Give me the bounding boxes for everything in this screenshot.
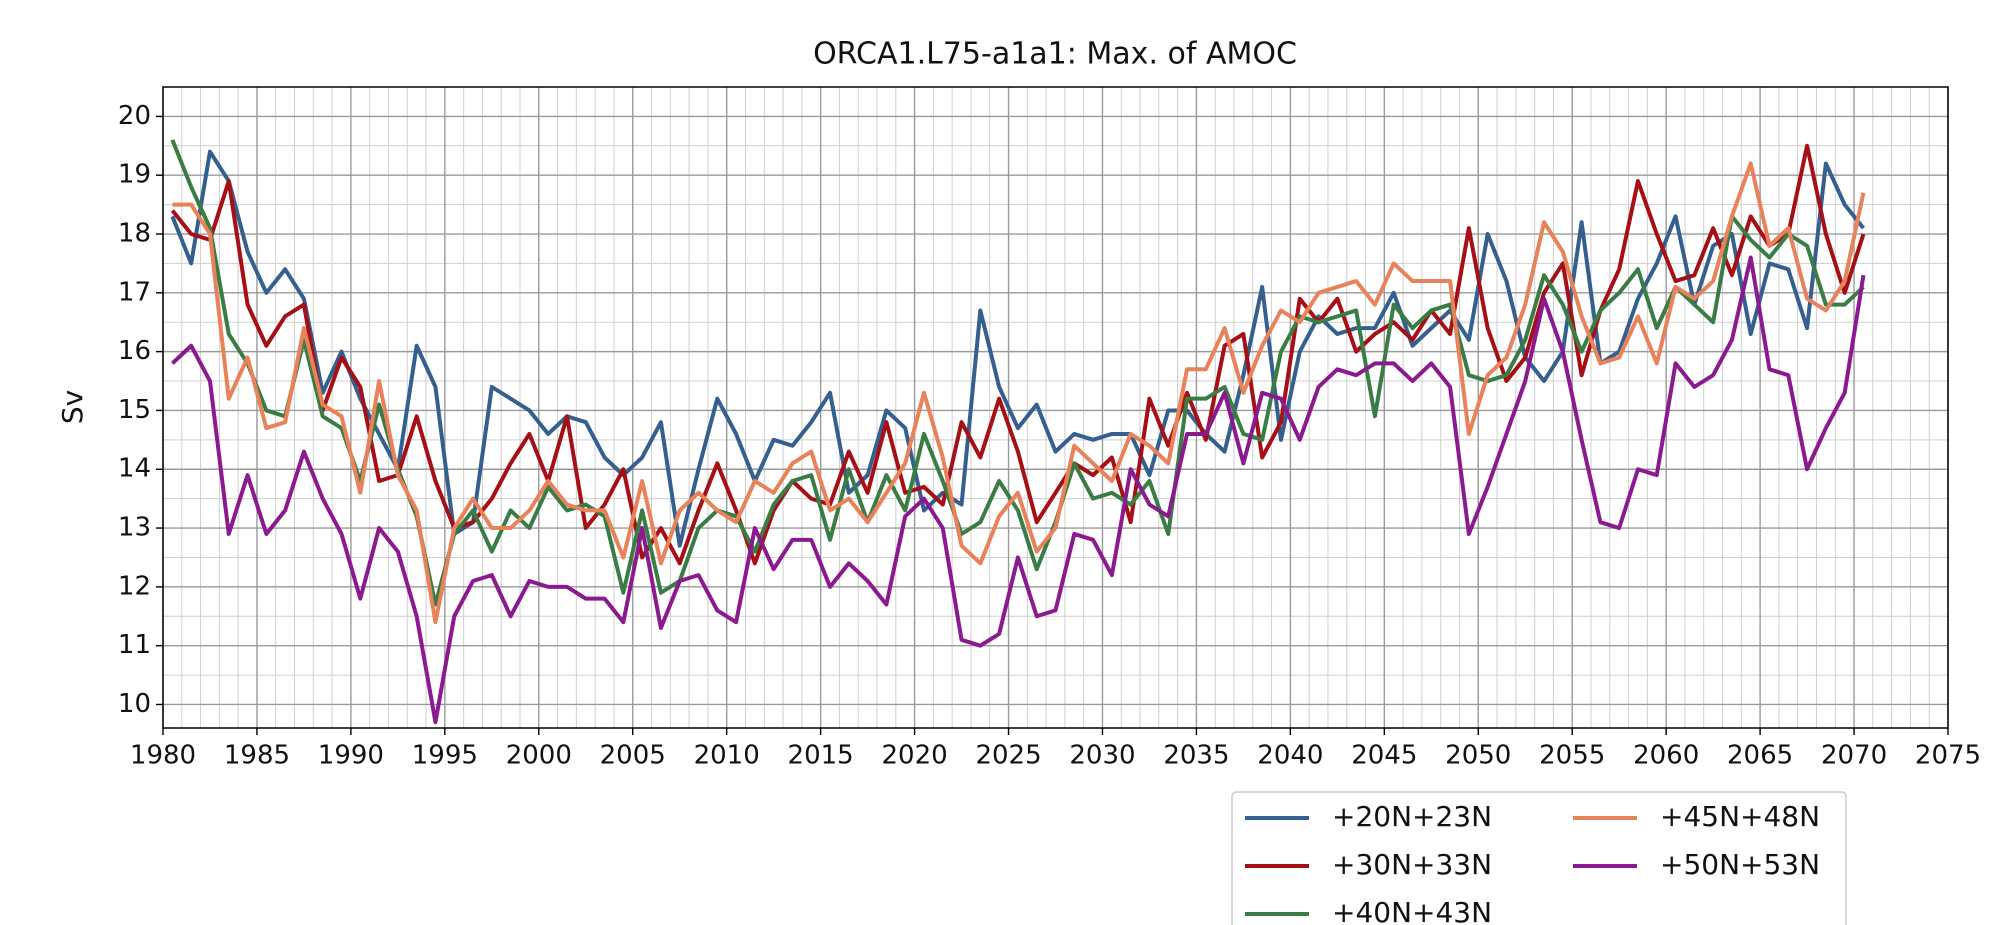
x-tick-label: 2040 <box>1257 741 1323 771</box>
y-tick-label: 19 <box>118 160 151 190</box>
y-tick-label: 14 <box>118 454 151 484</box>
data-line <box>171 255 1866 725</box>
x-tick-label: 1985 <box>224 741 290 771</box>
legend-label: +30N+33N <box>1332 848 1492 881</box>
y-tick-label: 12 <box>118 571 151 601</box>
y-tick-label: 13 <box>118 513 151 543</box>
x-tick-label: 2050 <box>1445 741 1511 771</box>
y-tick-label: 20 <box>118 101 151 131</box>
chart-title: ORCA1.L75-a1a1: Max. of AMOC <box>813 37 1297 72</box>
x-tick-label: 2025 <box>975 741 1041 771</box>
legend-label: +40N+43N <box>1332 896 1492 925</box>
x-tick-label: 2005 <box>600 741 666 771</box>
y-tick-label: 10 <box>118 689 151 719</box>
x-tick-label: 2010 <box>694 741 760 771</box>
ticks: 1980 1985 1990 1995 2000 2005 2010 2015 2020 2025… <box>118 101 1981 771</box>
legend: +20N+23N +30N+33N +40N+43N +45N+48N +50N+53N <box>1231 791 1847 925</box>
legend-box <box>1231 791 1847 925</box>
x-tick-label: 2065 <box>1727 741 1793 771</box>
x-tick-label: 2045 <box>1351 741 1417 771</box>
legend-label: +45N+48N <box>1660 800 1820 833</box>
y-axis-label: Sv <box>56 390 89 424</box>
y-tick-label: 15 <box>118 395 151 425</box>
x-tick-label: 2070 <box>1821 741 1887 771</box>
x-tick-label: 2035 <box>1163 741 1229 771</box>
grid <box>162 87 1949 728</box>
legend-label: +50N+53N <box>1660 848 1820 881</box>
x-tick-label: 1995 <box>412 741 478 771</box>
y-tick-label: 16 <box>118 336 151 366</box>
legend-label: +20N+23N <box>1332 800 1492 833</box>
x-tick-label: 2055 <box>1539 741 1605 771</box>
y-tick-label: 17 <box>118 277 151 307</box>
data-line <box>172 161 1866 625</box>
lines <box>170 139 1866 725</box>
x-tick-label: 2030 <box>1069 741 1135 771</box>
x-tick-label: 1980 <box>130 741 196 771</box>
y-tick-label: 11 <box>118 630 151 660</box>
x-tick-label: 2015 <box>788 741 854 771</box>
x-tick-label: 2020 <box>881 741 947 771</box>
x-tick-label: 2000 <box>506 741 572 771</box>
plot-frame <box>162 86 1949 729</box>
y-tick-label: 18 <box>118 219 151 249</box>
x-tick-label: 2075 <box>1915 741 1981 771</box>
x-tick-label: 2060 <box>1633 741 1699 771</box>
x-tick-label: 1990 <box>318 741 384 771</box>
